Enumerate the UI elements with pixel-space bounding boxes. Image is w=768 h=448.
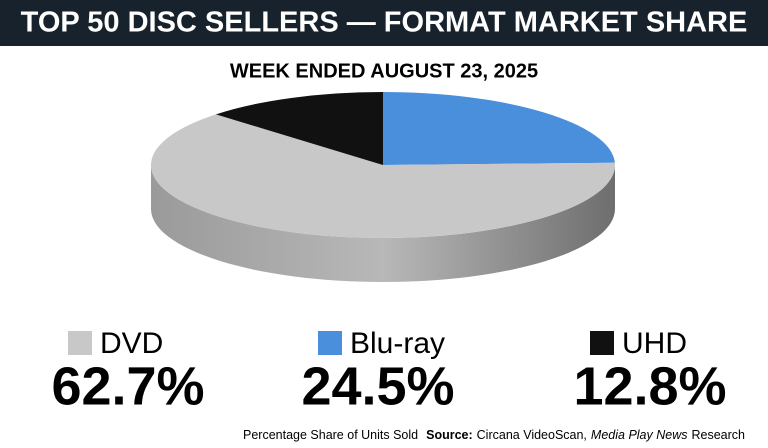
legend-swatch: [318, 331, 342, 355]
value-label: 12.8%: [573, 356, 726, 416]
legend-label: Blu-ray: [350, 327, 445, 360]
pie-slice: [383, 92, 615, 165]
chart-title: TOP 50 DISC SELLERS — FORMAT MARKET SHAR…: [21, 7, 748, 39]
source: Research: [692, 428, 746, 442]
pie-slice: [150, 114, 615, 239]
legend-swatch: [590, 331, 614, 355]
source: Circana VideoScan,: [477, 428, 587, 442]
source-publication: Media Play News: [591, 428, 688, 442]
source-label: Source:: [426, 428, 473, 442]
legend-label: DVD: [100, 327, 163, 360]
value-label: 62.7%: [51, 356, 204, 416]
pie-side: [151, 165, 615, 282]
title-bar: [0, 0, 768, 46]
legend-swatch: [68, 331, 92, 355]
pie-slice: [215, 92, 383, 165]
footer: Percentage Share of Units Sold Source: Cir…: [243, 428, 745, 442]
chart-subtitle: WEEK ENDED AUGUST 23, 2025: [230, 60, 538, 82]
note: Percentage Share of Units Sold: [243, 428, 418, 442]
value-label: 24.5%: [301, 356, 454, 416]
legend-label: UHD: [622, 327, 687, 360]
